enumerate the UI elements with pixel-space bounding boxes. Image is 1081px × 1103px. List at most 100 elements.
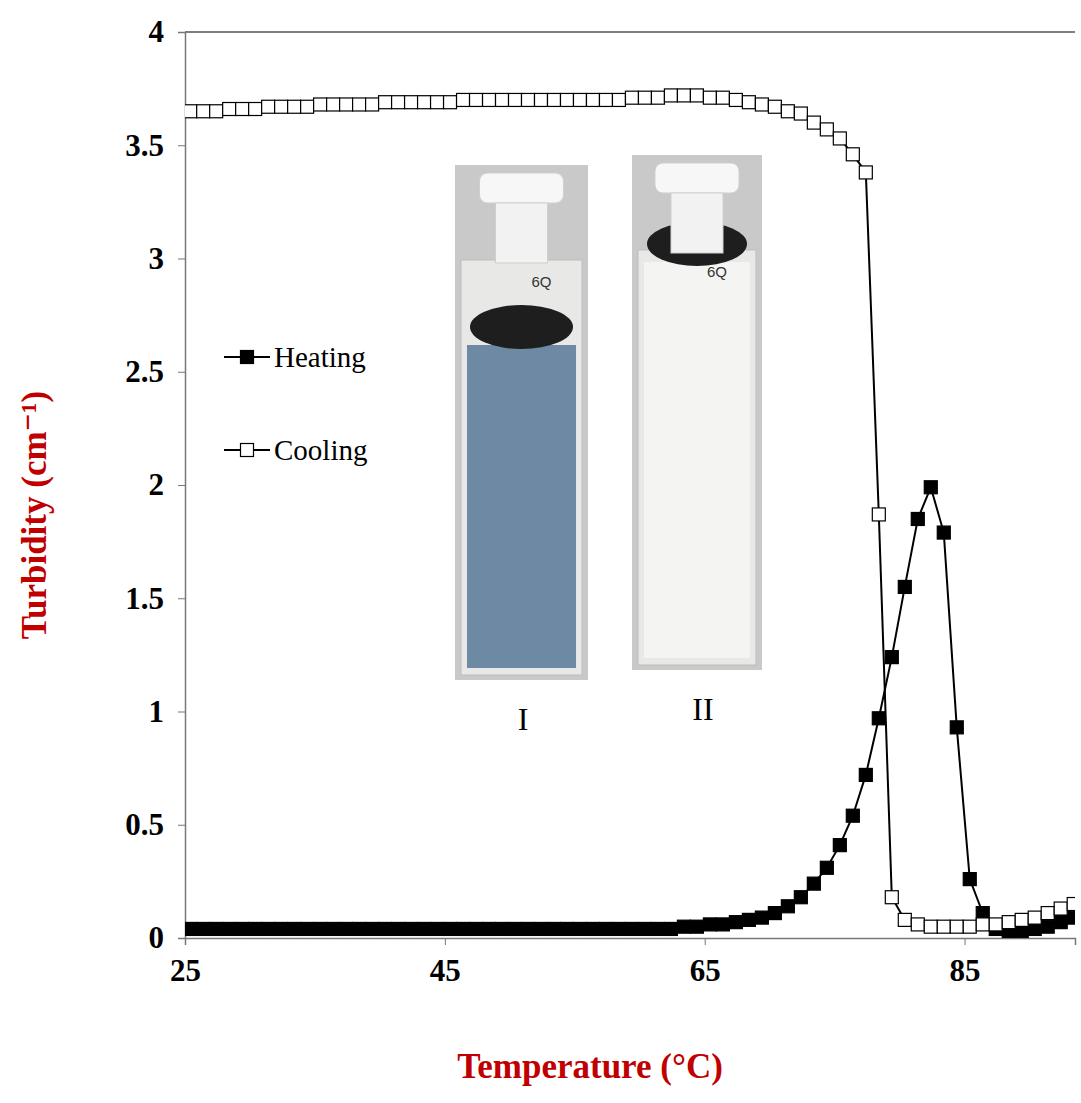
data-point: [223, 922, 236, 935]
data-point: [1028, 911, 1041, 924]
cuvette-body: [461, 260, 582, 675]
x-tick: 85: [950, 938, 981, 988]
data-point: [781, 900, 794, 913]
data-point: [444, 922, 457, 935]
data-point: [1067, 898, 1075, 911]
data-point: [392, 922, 405, 935]
y-tick: 3.5: [125, 128, 185, 163]
data-point: [807, 877, 820, 890]
data-point: [496, 93, 509, 106]
data-point: [989, 918, 1002, 931]
data-point: [664, 89, 677, 102]
y-tick-label: 0.5: [125, 807, 164, 842]
data-point: [314, 922, 327, 935]
data-point: [872, 508, 885, 521]
data-point: [625, 922, 638, 935]
y-tick-label: 2.5: [125, 354, 164, 389]
data-point: [1002, 916, 1015, 929]
data-point: [547, 922, 560, 935]
data-point: [444, 96, 457, 109]
data-point: [703, 91, 716, 104]
x-tick-label: 25: [170, 953, 201, 988]
data-point: [768, 100, 781, 113]
data-point: [625, 91, 638, 104]
data-point: [470, 922, 483, 935]
data-point: [859, 166, 872, 179]
data-point: [353, 922, 366, 935]
data-point: [431, 922, 444, 935]
x-tick-label: 65: [690, 953, 721, 988]
y-tick: 1.5: [125, 581, 185, 616]
data-point: [535, 922, 548, 935]
data-point: [405, 96, 418, 109]
data-point: [937, 920, 950, 933]
legend-marker: [241, 444, 254, 457]
data-point: [950, 920, 963, 933]
y-tick-mark: [178, 145, 185, 146]
data-point: [405, 922, 418, 935]
cuvette-liquid: [467, 345, 576, 668]
legend-label: Heating: [274, 341, 366, 373]
y-tick-label: 1: [149, 694, 165, 729]
data-point: [833, 132, 846, 145]
data-point: [742, 913, 755, 926]
y-tick: 0: [149, 920, 186, 955]
data-point: [249, 103, 262, 116]
inset-label: I: [518, 701, 529, 737]
x-tick: 45: [430, 938, 461, 988]
inset-photo: 6Q: [632, 155, 762, 670]
y-tick-mark: [178, 938, 185, 939]
data-point: [470, 93, 483, 106]
data-point: [366, 98, 379, 111]
chart: 2545658500.511.522.533.54Temperature (°C…: [0, 0, 1081, 1103]
data-point: [898, 580, 911, 593]
data-point: [509, 93, 522, 106]
x-tick-label: 45: [430, 953, 461, 988]
y-tick-label: 0: [149, 920, 165, 955]
data-point: [301, 100, 314, 113]
data-point: [185, 922, 197, 935]
data-point: [340, 922, 353, 935]
data-point: [872, 712, 885, 725]
y-tick-label: 3.5: [125, 128, 164, 163]
data-point: [379, 96, 392, 109]
cuvette-mark: 6Q: [531, 273, 551, 290]
data-point: [924, 920, 937, 933]
meniscus: [470, 305, 573, 349]
data-point: [794, 891, 807, 904]
y-tick-label: 4: [149, 14, 165, 49]
y-tick-mark: [178, 32, 185, 33]
data-point: [535, 93, 548, 106]
y-tick: 3: [149, 241, 186, 276]
data-point: [898, 913, 911, 926]
x-tick: 65: [690, 938, 721, 988]
photo-ground: [632, 155, 762, 670]
data-point: [275, 100, 288, 113]
data-point: [638, 922, 651, 935]
data-point: [210, 105, 223, 118]
data-point: [781, 105, 794, 118]
data-point: [963, 873, 976, 886]
data-point: [496, 922, 509, 935]
y-tick-mark: [178, 372, 185, 373]
data-point: [794, 107, 807, 120]
y-tick-mark: [178, 712, 185, 713]
data-point: [586, 922, 599, 935]
legend-marker: [241, 351, 254, 364]
data-point: [833, 839, 846, 852]
data-point: [599, 93, 612, 106]
data-point: [911, 512, 924, 525]
data-point: [262, 922, 275, 935]
data-point: [768, 907, 781, 920]
data-point: [846, 809, 859, 822]
y-tick-label: 2: [149, 467, 165, 502]
data-point: [599, 922, 612, 935]
y-tick-mark: [178, 485, 185, 486]
legend-label: Cooling: [274, 434, 367, 466]
y-tick-label: 3: [149, 241, 165, 276]
data-point: [340, 98, 353, 111]
data-point: [418, 922, 431, 935]
data-point: [651, 91, 664, 104]
cuvette-cap: [655, 163, 739, 193]
data-point: [729, 93, 742, 106]
